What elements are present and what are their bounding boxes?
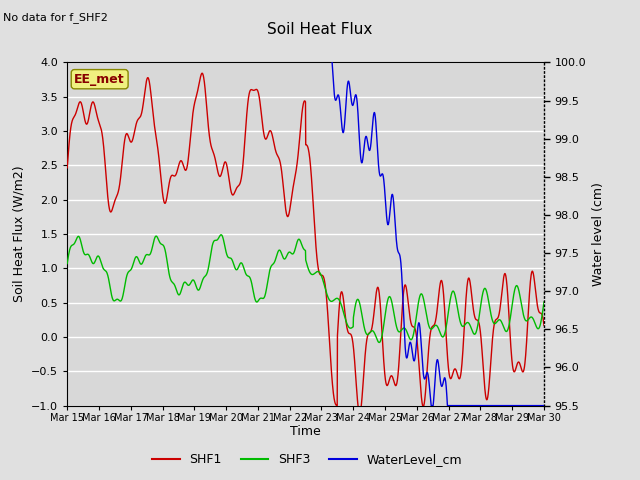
Legend: SHF1, SHF3, WaterLevel_cm: SHF1, SHF3, WaterLevel_cm bbox=[147, 448, 467, 471]
Text: No data for f_SHF2: No data for f_SHF2 bbox=[3, 12, 108, 23]
Text: EE_met: EE_met bbox=[74, 72, 125, 86]
Y-axis label: Soil Heat Flux (W/m2): Soil Heat Flux (W/m2) bbox=[13, 166, 26, 302]
X-axis label: Time: Time bbox=[290, 425, 321, 438]
Text: Soil Heat Flux: Soil Heat Flux bbox=[268, 22, 372, 36]
Y-axis label: Water level (cm): Water level (cm) bbox=[591, 182, 605, 286]
